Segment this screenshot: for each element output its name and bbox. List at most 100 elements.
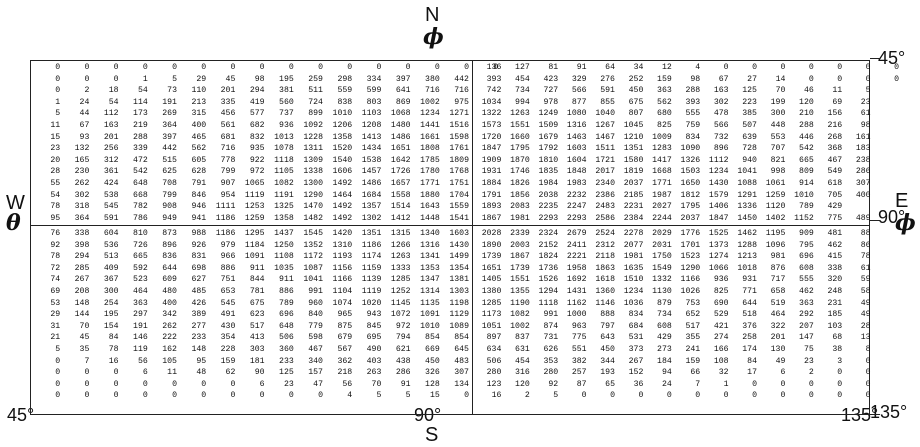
upper-left-cell: 1541 bbox=[449, 213, 469, 223]
upper-right-cell: 1984 bbox=[538, 179, 559, 188]
upper-left-cell: 625 bbox=[162, 167, 177, 177]
lower-left-cell: 483 bbox=[454, 356, 469, 366]
upper-right-cell: 1931 bbox=[481, 167, 502, 177]
lower-left-cell: 1135 bbox=[420, 298, 440, 308]
upper-left-cell: 0 bbox=[201, 63, 207, 72]
lower-left-cell: 675 bbox=[249, 298, 265, 308]
lower-left-cell: 5 bbox=[405, 391, 411, 401]
lower-right-cell: 1000 bbox=[566, 310, 587, 320]
upper-left-cell: 0 bbox=[347, 63, 353, 72]
upper-left-cell: 846 bbox=[191, 190, 207, 200]
lower-left-cell: 285 bbox=[74, 263, 90, 273]
lower-right-cell: 1526 bbox=[538, 275, 559, 285]
lower-left-cell: 911 bbox=[249, 263, 265, 273]
upper-right-cell: 2232 bbox=[566, 190, 587, 200]
lower-right-cell: 344 bbox=[600, 356, 615, 366]
upper-right-cell: 127 bbox=[515, 63, 530, 72]
lower-left-cell: 191 bbox=[133, 321, 148, 331]
lower-left-cell: 0 bbox=[259, 391, 265, 401]
lower-left-cell: 1119 bbox=[361, 287, 382, 296]
lower-right-cell: 1288 bbox=[737, 240, 757, 250]
lower-right-cell: 0 bbox=[581, 391, 587, 401]
upper-left-cell: 456 bbox=[220, 109, 236, 119]
upper-left-cell: 1325 bbox=[274, 202, 294, 212]
lower-right-cell: 731 bbox=[543, 333, 559, 343]
upper-left-cell: 1492 bbox=[332, 179, 353, 188]
lower-left-cell: 1145 bbox=[390, 298, 411, 308]
lower-right-cell: 5 bbox=[553, 391, 559, 401]
lower-left-cell: 303 bbox=[249, 345, 265, 354]
theta-symbol: θ bbox=[6, 210, 21, 236]
upper-left-cell: 1558 bbox=[390, 190, 411, 200]
upper-right-cell: 562 bbox=[657, 97, 672, 107]
upper-left-cell: 132 bbox=[74, 144, 90, 154]
upper-right-cell: 368 bbox=[827, 144, 843, 154]
upper-left-cell: 1253 bbox=[244, 202, 265, 212]
upper-left-cell: 298 bbox=[337, 74, 353, 84]
lower-left-cell: 854 bbox=[454, 333, 469, 343]
upper-right-cell: 1819 bbox=[623, 167, 644, 177]
upper-left-cell: 799 bbox=[220, 167, 236, 177]
upper-left-cell: 591 bbox=[103, 213, 119, 223]
lower-left-cell: 262 bbox=[162, 321, 177, 331]
upper-left-cell: 1105 bbox=[274, 167, 294, 177]
lower-right-cell: 87 bbox=[576, 379, 587, 389]
upper-left-cell: 1186 bbox=[215, 213, 236, 223]
lower-right-cell: 49 bbox=[860, 298, 871, 308]
upper-right-cell: 759 bbox=[685, 121, 701, 130]
lower-left-cell: 6 bbox=[259, 379, 265, 389]
upper-left-cell: 1559 bbox=[449, 202, 469, 212]
upper-left-cell: 1448 bbox=[420, 213, 440, 223]
upper-left-cell: 1704 bbox=[449, 190, 469, 200]
lower-right-cell: 555 bbox=[799, 275, 814, 285]
upper-right-cell: 12 bbox=[661, 63, 672, 72]
lower-left-cell: 794 bbox=[395, 333, 411, 343]
lower-left-cell: 1089 bbox=[449, 321, 469, 331]
upper-right-cell: 618 bbox=[827, 179, 843, 188]
upper-left-cell: 1480 bbox=[390, 121, 411, 130]
lower-left-cell: 84 bbox=[108, 333, 119, 343]
upper-right-cell: 1326 bbox=[680, 155, 701, 165]
top-right-tick bbox=[870, 58, 880, 59]
upper-left-cell: 1191 bbox=[274, 190, 294, 200]
lower-right-cell: 1146 bbox=[595, 298, 615, 308]
lower-left-cell: 95 bbox=[196, 356, 207, 366]
lower-right-cell: 201 bbox=[770, 333, 786, 343]
upper-left-cell: 1771 bbox=[420, 179, 440, 188]
lower-right-cell: 58 bbox=[860, 287, 871, 296]
lower-right-cell: 1981 bbox=[623, 252, 644, 262]
lower-right-cell: 834 bbox=[628, 310, 644, 320]
upper-right-cell: 125 bbox=[742, 86, 757, 96]
upper-left-cell: 112 bbox=[103, 109, 119, 119]
lower-left-cell: 31 bbox=[50, 321, 61, 331]
lower-left-cell: 623 bbox=[249, 310, 265, 320]
upper-right-cell: 1660 bbox=[510, 132, 530, 142]
lower-right-cell: 421 bbox=[713, 321, 729, 331]
lower-right-cell: 1018 bbox=[737, 263, 757, 273]
upper-left-cell: 1234 bbox=[420, 109, 440, 119]
lower-right-cell: 1195 bbox=[765, 229, 786, 238]
upper-left-cell: 334 bbox=[366, 74, 382, 84]
upper-left-cell: 972 bbox=[249, 167, 265, 177]
upper-right-cell: 2185 bbox=[623, 190, 644, 200]
upper-right-cell: 896 bbox=[713, 144, 729, 154]
upper-right-cell: 553 bbox=[770, 132, 786, 142]
lower-right-cell: 1274 bbox=[708, 252, 729, 262]
lower-left-cell: 988 bbox=[191, 229, 207, 238]
upper-right-cell: 163 bbox=[713, 86, 729, 96]
upper-right-cell: 1604 bbox=[566, 155, 587, 165]
lower-right-cell: 103 bbox=[827, 321, 843, 331]
lower-left-cell: 1341 bbox=[420, 252, 440, 262]
upper-left-cell: 0 bbox=[434, 63, 440, 72]
upper-right-cell: 1249 bbox=[538, 109, 559, 119]
lower-right-cell: 257 bbox=[571, 368, 587, 378]
lower-left-cell: 154 bbox=[103, 321, 119, 331]
upper-right-cell: 0 bbox=[808, 63, 814, 72]
upper-left-cell: 1118 bbox=[274, 155, 294, 165]
lower-right-cell: 66 bbox=[690, 368, 701, 378]
lower-right-cell: 61 bbox=[860, 263, 871, 273]
lower-right-cell: 1867 bbox=[510, 252, 530, 262]
upper-left-cell: 941 bbox=[191, 213, 207, 223]
lower-left-cell: 1333 bbox=[390, 263, 411, 273]
upper-left-cell: 559 bbox=[337, 86, 353, 96]
